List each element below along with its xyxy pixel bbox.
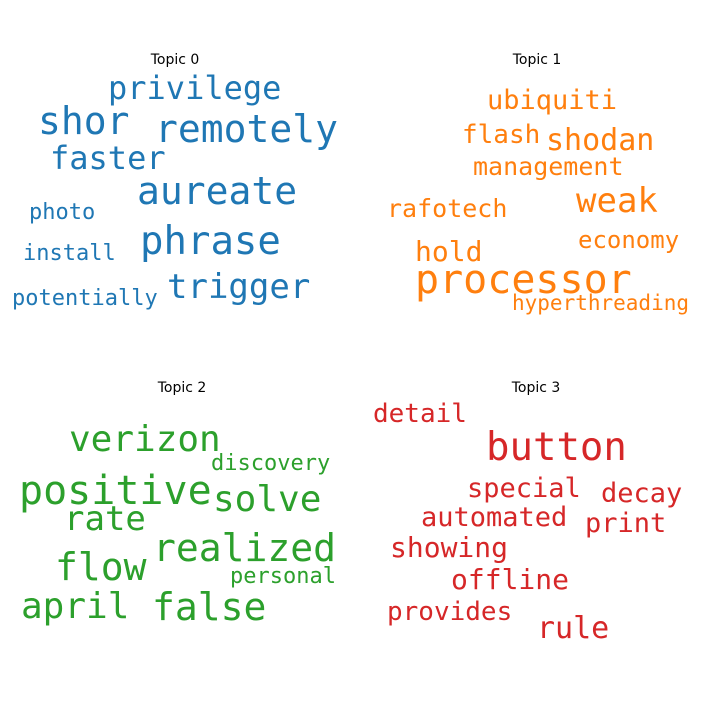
- topic-1-word-hold: hold: [415, 235, 483, 268]
- topic-3-title: Topic 3: [511, 380, 561, 396]
- topic-1-word-hyperthreading: hyperthreading: [512, 291, 690, 315]
- topic-3-word-button: button: [486, 425, 627, 470]
- topic-3-word-showing: showing: [390, 531, 509, 564]
- topic-2-word-false: false: [152, 585, 267, 629]
- topic-2-word-realized: realized: [153, 526, 337, 570]
- topic-0-word-install: install: [23, 241, 116, 266]
- topic-3-word-special: special: [467, 473, 581, 504]
- topic-0-word-photo: photo: [29, 200, 96, 225]
- topic-2-word-solve: solve: [213, 479, 322, 520]
- topic-2-word-april: april: [21, 586, 130, 627]
- topic-1-word-rafotech: rafotech: [387, 194, 508, 223]
- topic-1-word-processor: processor: [415, 257, 632, 303]
- topic-2-word-flow: flow: [55, 545, 147, 589]
- topic-2-title: Topic 2: [157, 380, 207, 396]
- topic-0-word-remotely: remotely: [155, 107, 339, 151]
- topic-1-word-ubiquiti: ubiquiti: [487, 85, 618, 116]
- topic-1-word-economy: economy: [578, 226, 680, 254]
- topic-0-word-faster: faster: [50, 139, 166, 177]
- topic-1-word-management: management: [473, 152, 624, 181]
- topic-2-word-positive: positive: [19, 468, 212, 514]
- topic-2-word-discovery: discovery: [211, 451, 331, 476]
- topic-3-word-automated: automated: [421, 502, 568, 533]
- topic-3-word-decay: decay: [601, 478, 683, 509]
- topic-3-word-provides: provides: [387, 597, 513, 627]
- topic-0-word-privilege: privilege: [108, 69, 282, 107]
- topic-2-panel: Topic 2 verizon discovery positive solve rat…: [0, 368, 360, 708]
- topic-1-title: Topic 1: [512, 52, 562, 68]
- topic-3-word-detail: detail: [373, 399, 467, 429]
- topic-1-panel: Topic 1 ubiquiti flash shodan management raf…: [360, 40, 720, 380]
- topic-1-word-shodan: shodan: [546, 123, 655, 158]
- topic-0-word-potentially: potentially: [12, 286, 158, 311]
- topic-1-word-weak: weak: [576, 181, 658, 221]
- topic-0-word-trigger: trigger: [167, 267, 311, 307]
- topic-0-word-aureate: aureate: [137, 169, 298, 213]
- topic-0-panel: Topic 0 privilege shor remotely faster aurea…: [0, 40, 360, 380]
- topic-0-title: Topic 0: [150, 52, 200, 68]
- topic-2-word-personal: personal: [230, 564, 336, 589]
- topic-0-word-shor: shor: [38, 99, 130, 143]
- topic-3-panel: Topic 3 detail button special decay automate…: [360, 368, 720, 708]
- topic-2-word-verizon: verizon: [69, 419, 221, 460]
- topic-3-word-rule: rule: [537, 611, 610, 646]
- topic-2-word-rate: rate: [64, 499, 146, 539]
- topic-3-word-print: print: [585, 508, 667, 539]
- topic-0-word-phrase: phrase: [140, 219, 281, 264]
- topic-3-word-offline: offline: [451, 563, 570, 596]
- topic-1-word-flash: flash: [462, 120, 541, 150]
